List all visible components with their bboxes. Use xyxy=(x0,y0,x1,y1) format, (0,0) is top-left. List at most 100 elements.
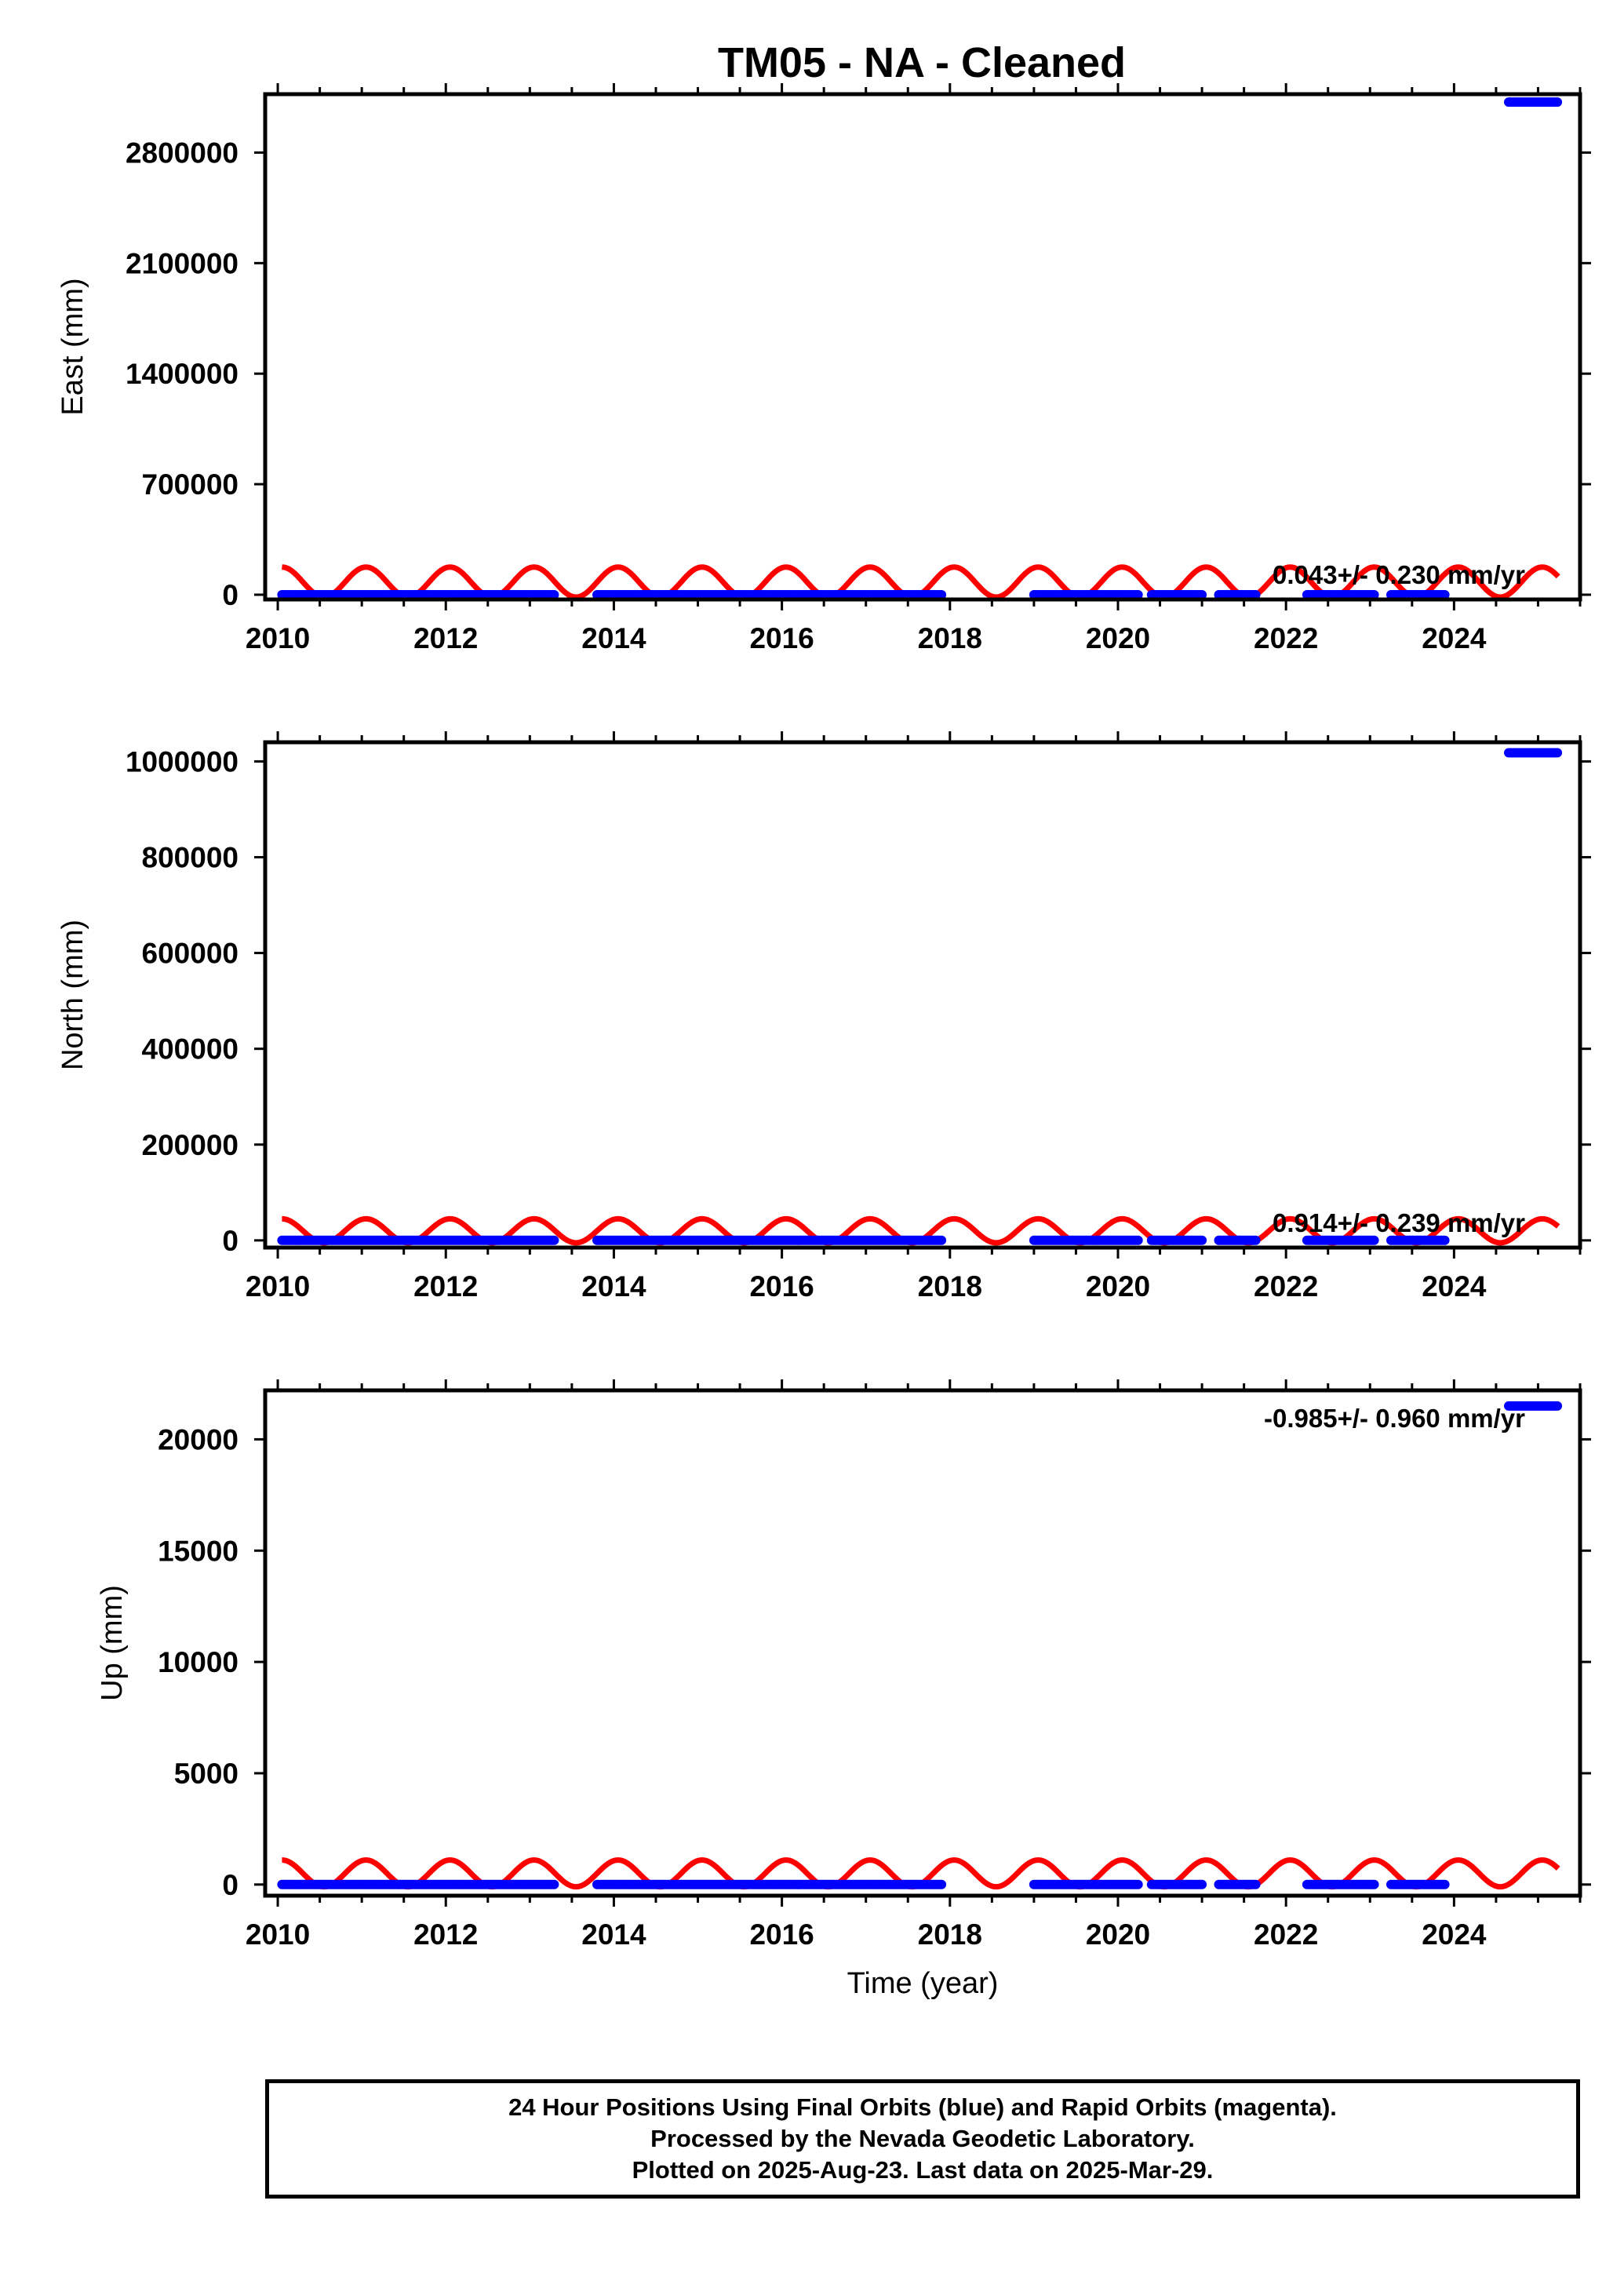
east-data-segment xyxy=(1302,590,1379,599)
north-y-tick-label: 0 xyxy=(222,1225,239,1257)
north-data-layer xyxy=(277,748,1563,1246)
north-x-tick-label: 2016 xyxy=(749,1270,814,1302)
up-data-point xyxy=(1440,1879,1450,1889)
up-data-point xyxy=(1553,1401,1563,1411)
north-x-tick-label: 2022 xyxy=(1254,1270,1318,1302)
east-data-segment xyxy=(1504,97,1563,107)
east-x-tick-label: 2014 xyxy=(581,622,646,654)
up-y-tick-label: 10000 xyxy=(158,1646,239,1678)
east-data-segment xyxy=(277,590,559,599)
north-y-tick-label: 800000 xyxy=(142,842,239,874)
east-data-point xyxy=(1553,97,1563,107)
north-y-tick-label: 400000 xyxy=(142,1033,239,1066)
up-data-segment xyxy=(592,1879,947,1889)
north-data-segment xyxy=(277,1235,559,1245)
up-y-tick-label: 20000 xyxy=(158,1423,239,1455)
east-y-tick-label: 0 xyxy=(222,579,239,611)
up-plot-marks: 2010 2012 2014 2016 2018 2020 2022 2024 0 5000 100… xyxy=(96,1379,1591,2000)
up-x-tick-label: 2012 xyxy=(413,1918,478,1951)
up-data-point xyxy=(1133,1879,1143,1889)
up-data-segment xyxy=(1214,1879,1261,1889)
north-data-point xyxy=(549,1235,559,1245)
up-panel: 2010 2012 2014 2016 2018 2020 2022 2024 0 5000 100… xyxy=(96,1379,1591,2000)
up-data-segment xyxy=(1504,1401,1563,1411)
figure-title: TM05 - NA - Cleaned xyxy=(718,39,1126,86)
east-frame xyxy=(263,92,1582,602)
up-frame xyxy=(263,1388,1582,1898)
north-y-tick-label: 200000 xyxy=(142,1129,239,1161)
east-x-tick-label: 2018 xyxy=(918,622,982,654)
east-data-point xyxy=(1251,590,1261,599)
east-data-point xyxy=(1133,590,1143,599)
footer-line-orbits: 24 Hour Positions Using Final Orbits (bl… xyxy=(508,2093,1337,2121)
up-x-tick-label: 2020 xyxy=(1086,1918,1150,1951)
east-plot-marks: 2010 2012 2014 2016 2018 2020 2022 2024 0 700000 1… xyxy=(56,83,1591,654)
up-x-tick-label: 2022 xyxy=(1254,1918,1318,1951)
up-y-tick-label: 5000 xyxy=(174,1758,239,1790)
north-panel: 2010 2012 2014 2016 2018 2020 2022 2024 0 200000 4… xyxy=(56,731,1591,1302)
north-data-segment xyxy=(1029,1235,1143,1245)
east-x-tick-label: 2022 xyxy=(1254,622,1318,654)
east-data-point xyxy=(1197,590,1207,599)
north-y-axis-label: North (mm) xyxy=(56,920,89,1070)
up-x-axis-label: Time (year) xyxy=(847,1967,999,2000)
up-data-point xyxy=(1197,1879,1207,1889)
east-panel: 2010 2012 2014 2016 2018 2020 2022 2024 0 700000 1… xyxy=(56,83,1591,654)
east-rate-label: 0.043+/- 0.230 mm/yr xyxy=(1273,560,1525,589)
up-x-tick-label: 2018 xyxy=(918,1918,982,1951)
east-y-axis-label: East (mm) xyxy=(56,278,89,415)
up-data-layer xyxy=(277,1401,1563,1890)
east-data-segment xyxy=(1386,590,1450,599)
up-x-tick-label: 2010 xyxy=(246,1918,310,1951)
north-data-point xyxy=(937,1235,947,1245)
up-rate-label: -0.985+/- 0.960 mm/yr xyxy=(1264,1404,1525,1433)
north-plot-marks: 2010 2012 2014 2016 2018 2020 2022 2024 0 200000 4… xyxy=(56,731,1591,1302)
north-x-tick-label: 2020 xyxy=(1086,1270,1150,1302)
north-data-segment xyxy=(1302,1235,1379,1245)
north-data-point xyxy=(1440,1235,1450,1245)
east-x-tick-label: 2016 xyxy=(749,622,814,654)
east-data-point xyxy=(549,590,559,599)
north-y-tick-label: 1000000 xyxy=(126,745,239,778)
east-data-point xyxy=(1440,590,1450,599)
north-data-segment xyxy=(1504,748,1563,758)
east-data-point xyxy=(1369,590,1379,599)
up-data-segment xyxy=(1302,1879,1379,1889)
east-data-segment xyxy=(592,590,947,599)
east-data-layer xyxy=(277,97,1563,599)
up-x-tick-label: 2016 xyxy=(749,1918,814,1951)
east-x-tick-label: 2010 xyxy=(246,622,310,654)
footer-line-plot-date: Plotted on 2025-Aug-23. Last data on 202… xyxy=(632,2156,1214,2184)
up-data-segment xyxy=(1386,1879,1450,1889)
east-data-point xyxy=(937,590,947,599)
east-data-segment xyxy=(1029,590,1143,599)
east-x-tick-label: 2012 xyxy=(413,622,478,654)
up-data-point xyxy=(937,1879,947,1889)
north-data-segment xyxy=(1214,1235,1261,1245)
north-rate-label: 0.914+/- 0.239 mm/yr xyxy=(1273,1208,1525,1237)
north-data-point xyxy=(1197,1235,1207,1245)
east-data-segment xyxy=(1146,590,1207,599)
north-x-tick-label: 2018 xyxy=(918,1270,982,1302)
up-x-tick-label: 2014 xyxy=(581,1918,646,1951)
up-y-tick-label: 0 xyxy=(222,1869,239,1901)
up-data-segment xyxy=(277,1879,559,1889)
up-data-segment xyxy=(1029,1879,1143,1889)
north-data-segment xyxy=(592,1235,947,1245)
up-y-axis-label: Up (mm) xyxy=(96,1585,129,1701)
north-data-segment xyxy=(1146,1235,1207,1245)
north-data-segment xyxy=(1386,1235,1450,1245)
north-x-tick-label: 2010 xyxy=(246,1270,310,1302)
up-x-tick-label: 2024 xyxy=(1422,1918,1487,1951)
north-x-tick-label: 2024 xyxy=(1422,1270,1487,1302)
east-y-tick-label: 700000 xyxy=(142,468,239,501)
east-data-segment xyxy=(1214,590,1261,599)
north-data-point xyxy=(1369,1235,1379,1245)
footer-line-processed-by: Processed by the Nevada Geodetic Laborat… xyxy=(650,2125,1195,2152)
north-y-tick-label: 600000 xyxy=(142,938,239,970)
east-y-tick-label: 1400000 xyxy=(126,358,239,390)
footer-info-box: 24 Hour Positions Using Final Orbits (bl… xyxy=(265,2079,1580,2199)
north-data-point xyxy=(1133,1235,1143,1245)
east-x-tick-label: 2020 xyxy=(1086,622,1150,654)
